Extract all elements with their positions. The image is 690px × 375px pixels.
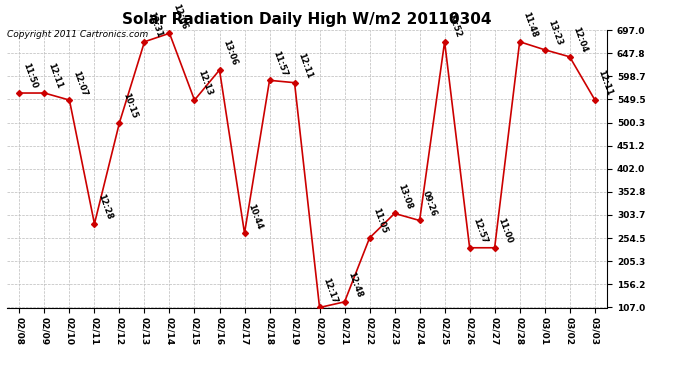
Text: 12:31: 12:31: [146, 11, 164, 39]
Text: 11:50: 11:50: [21, 62, 39, 90]
Text: 11:00: 11:00: [496, 217, 513, 245]
Text: 12:06: 12:06: [171, 2, 188, 30]
Title: Solar Radiation Daily High W/m2 20110304: Solar Radiation Daily High W/m2 20110304: [122, 12, 492, 27]
Text: 12:11: 12:11: [296, 52, 313, 80]
Text: 13:08: 13:08: [396, 183, 413, 211]
Text: 10:44: 10:44: [246, 202, 264, 230]
Text: 12:17: 12:17: [321, 276, 339, 305]
Text: 11:05: 11:05: [371, 207, 388, 235]
Text: 12:48: 12:48: [346, 271, 364, 299]
Text: 12:11: 12:11: [596, 69, 613, 97]
Text: 12:07: 12:07: [71, 69, 88, 97]
Text: 11:57: 11:57: [271, 50, 288, 78]
Text: 13:06: 13:06: [221, 39, 239, 67]
Text: 12:57: 12:57: [471, 217, 489, 245]
Text: 12:28: 12:28: [96, 193, 113, 221]
Text: 12:11: 12:11: [46, 62, 63, 90]
Text: 13:23: 13:23: [546, 19, 564, 47]
Text: 09:26: 09:26: [421, 190, 439, 218]
Text: 09:52: 09:52: [446, 11, 464, 39]
Text: 12:13: 12:13: [196, 69, 213, 97]
Text: 11:48: 11:48: [521, 11, 539, 39]
Text: 10:15: 10:15: [121, 92, 139, 120]
Text: 12:04: 12:04: [571, 26, 589, 54]
Text: Copyright 2011 Cartronics.com: Copyright 2011 Cartronics.com: [7, 30, 148, 39]
